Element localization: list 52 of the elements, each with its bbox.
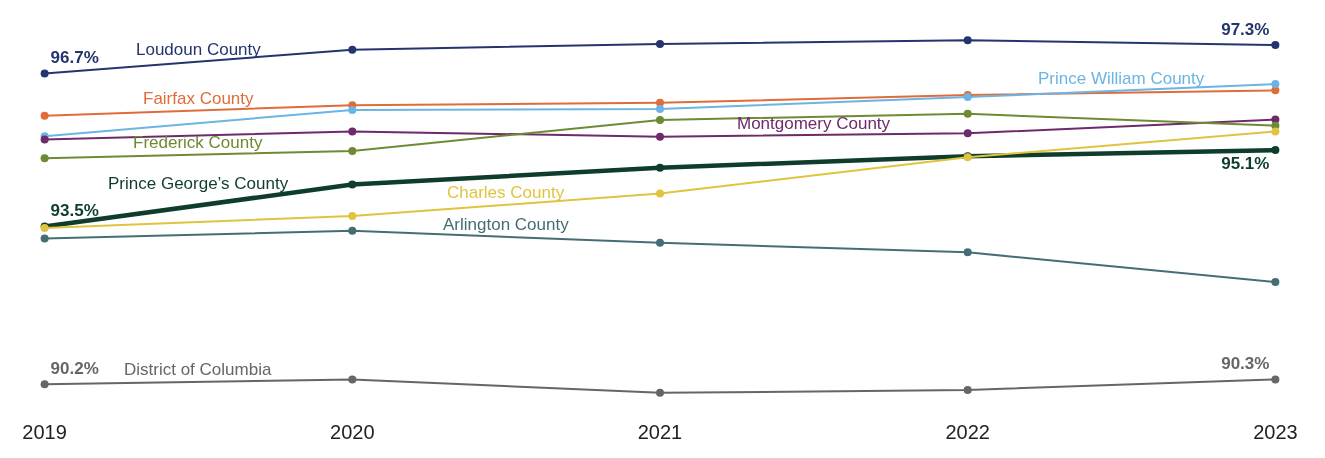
point — [40, 234, 49, 243]
x-tick-label: 2019 — [22, 421, 67, 443]
point — [963, 109, 972, 118]
point — [656, 388, 664, 397]
point — [348, 127, 357, 136]
point — [1271, 80, 1280, 89]
point — [1271, 40, 1280, 49]
point — [656, 115, 664, 124]
data-label: 95.1% — [1221, 153, 1270, 173]
point — [656, 39, 664, 48]
point — [656, 132, 664, 141]
point — [963, 385, 972, 394]
point — [40, 69, 49, 78]
point — [348, 180, 357, 189]
series-label: Prince George’s County — [108, 174, 289, 193]
point — [1271, 375, 1280, 384]
point — [963, 36, 972, 45]
point — [40, 111, 49, 120]
series-label: Montgomery County — [737, 114, 891, 133]
point — [1271, 127, 1280, 136]
point — [348, 147, 357, 156]
series-label: Prince William County — [1038, 69, 1205, 88]
point — [348, 45, 357, 54]
data-label: 90.2% — [50, 359, 99, 378]
series-label: Frederick County — [133, 133, 263, 152]
point — [963, 129, 972, 138]
data-label: 96.7% — [50, 48, 99, 68]
point — [1271, 277, 1280, 286]
point — [656, 163, 664, 172]
series-label: Fairfax County — [143, 89, 255, 108]
series-label: Arlington County — [443, 215, 570, 234]
point — [348, 226, 357, 235]
x-tick-label: 2021 — [637, 421, 683, 443]
point — [348, 212, 357, 221]
point — [348, 375, 357, 384]
x-tick-label: 2023 — [1253, 421, 1298, 443]
x-tick-label: 2022 — [945, 421, 990, 443]
point — [656, 104, 664, 113]
point — [40, 380, 49, 389]
point — [1271, 146, 1280, 155]
point — [40, 154, 49, 163]
x-tick-label: 2020 — [330, 421, 375, 443]
point — [656, 189, 664, 198]
series-label: Charles County — [447, 183, 565, 202]
series-label: District of Columbia — [124, 360, 272, 379]
data-label: 93.5% — [50, 201, 99, 221]
point — [348, 105, 357, 114]
data-label: 97.3% — [1221, 19, 1270, 39]
point — [963, 248, 972, 257]
data-label: 90.3% — [1221, 354, 1270, 374]
series-label: Loudoun County — [136, 40, 262, 59]
point — [656, 238, 664, 247]
